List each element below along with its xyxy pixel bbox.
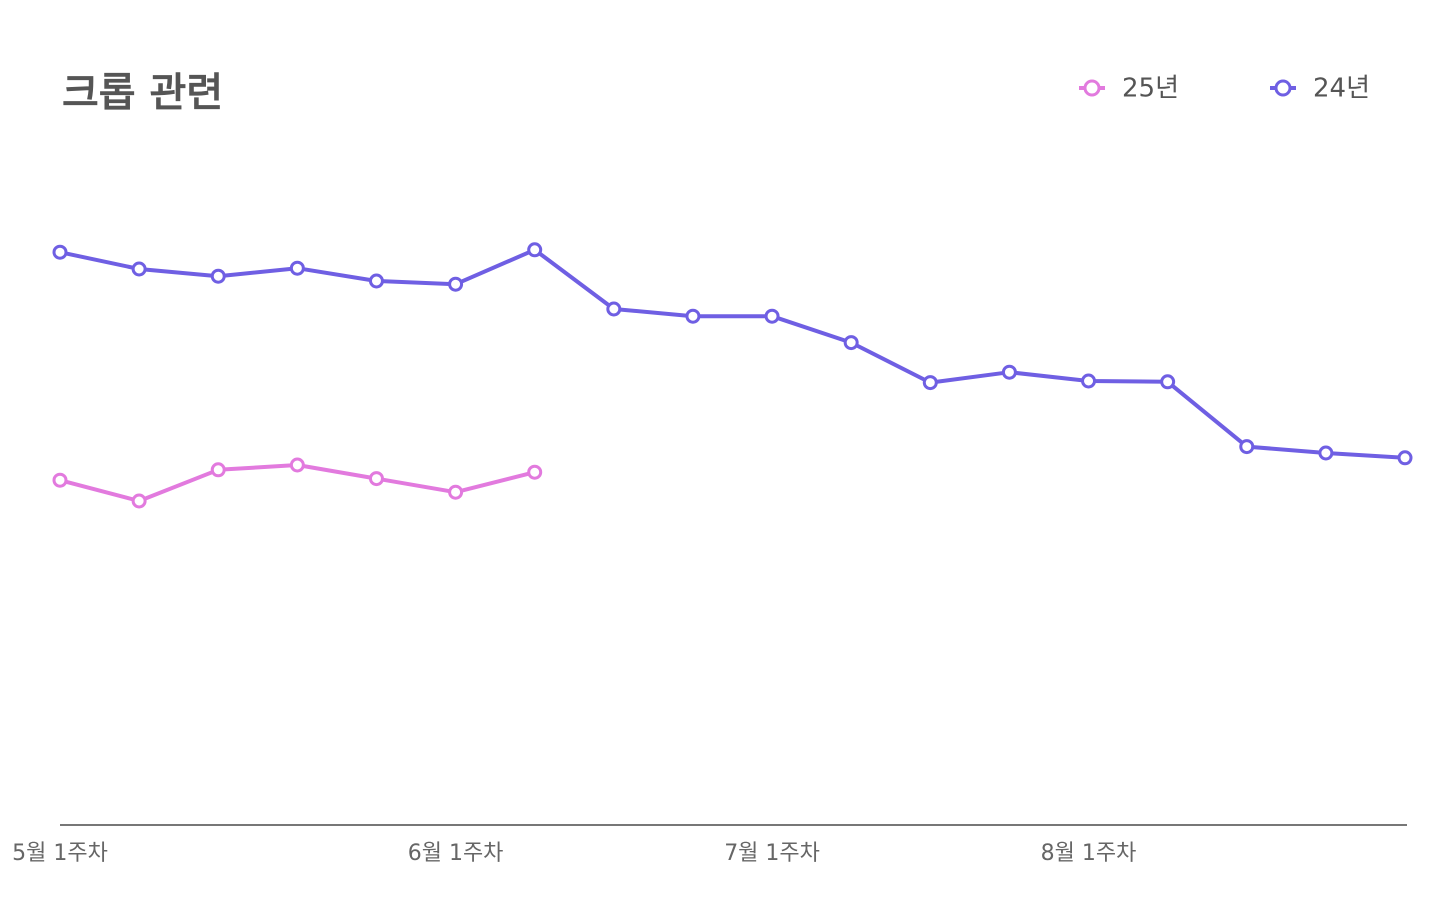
data-point <box>131 493 147 509</box>
legend-marker <box>1083 79 1101 97</box>
data-point <box>448 276 464 292</box>
data-point <box>764 308 780 324</box>
chart-title: 크롭 관련 <box>62 70 223 116</box>
legend-marker <box>1274 79 1292 97</box>
data-point <box>368 273 384 289</box>
data-point <box>1239 439 1255 455</box>
data-point <box>685 308 701 324</box>
data-point <box>1160 374 1176 390</box>
data-point <box>527 242 543 258</box>
data-point <box>1318 445 1334 461</box>
data-point <box>448 484 464 500</box>
data-point <box>922 375 938 391</box>
legend-label: 24년 <box>1313 74 1370 104</box>
series-line <box>59 247 1406 460</box>
data-point <box>52 244 68 260</box>
data-point <box>1081 373 1097 389</box>
legend-label: 25년 <box>1122 74 1179 104</box>
data-point <box>210 268 226 284</box>
x-tick-label: 6월 1주차 <box>408 841 504 866</box>
x-tick-label: 8월 1주차 <box>1041 841 1137 866</box>
data-point <box>527 464 543 480</box>
data-point <box>843 335 859 351</box>
data-point <box>52 472 68 488</box>
data-point <box>1001 364 1017 380</box>
data-point <box>210 462 226 478</box>
x-tick-label: 5월 1주차 <box>12 841 108 866</box>
data-point <box>1397 450 1413 466</box>
x-tick-label: 7월 1주차 <box>724 841 820 866</box>
data-point <box>289 457 305 473</box>
data-point <box>606 301 622 317</box>
data-point <box>368 471 384 487</box>
data-point <box>289 260 305 276</box>
data-point <box>131 261 147 277</box>
